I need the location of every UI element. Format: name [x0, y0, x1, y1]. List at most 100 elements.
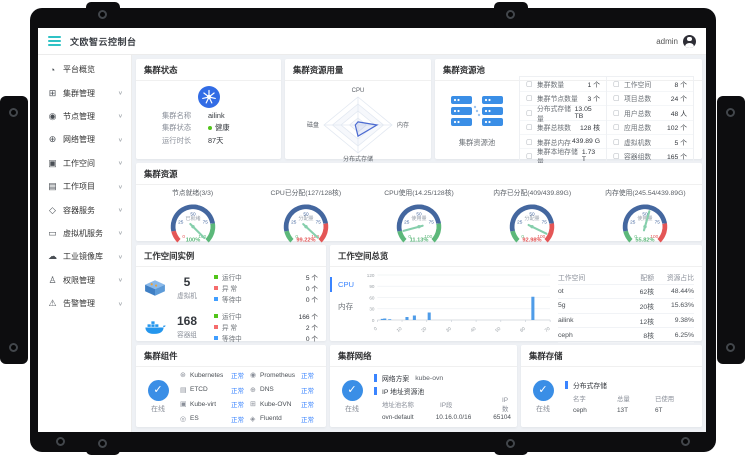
screw-hole — [9, 343, 18, 352]
sidebar-item-vm-svc[interactable]: ▭ 虚拟机服务 ∨ — [38, 222, 131, 245]
svg-text:60: 60 — [519, 326, 526, 334]
kube-ovn-icon: ⊞ — [250, 401, 256, 409]
stat-row: ▢ 工作空间 8 个 — [607, 77, 693, 92]
sidebar-item-workspace[interactable]: ▣ 工作空间 ∨ — [38, 152, 131, 175]
component-dns: ⊕ DNS 正常 — [250, 386, 314, 395]
svg-text:25: 25 — [517, 219, 523, 225]
svg-text:92.98%: 92.98% — [523, 237, 542, 243]
svg-text:25: 25 — [178, 219, 184, 225]
svg-text:99.22%: 99.22% — [296, 237, 315, 243]
stat-icon: ▢ — [613, 81, 620, 89]
stat-icon: ▢ — [526, 152, 533, 160]
sidebar-item-network-mgmt[interactable]: ⊕ 网络管理 ∨ — [38, 128, 131, 151]
screw-hole — [98, 439, 107, 448]
main-content: 集群状态 集群名称 ailink 集群状态 健康 运行时长 87天 集群资源用量 CP… — [132, 55, 706, 432]
svg-text:75: 75 — [202, 219, 208, 225]
mount-flange-right — [717, 96, 745, 364]
svg-text:使用量: 使用量 — [411, 215, 426, 222]
stat-row: ▢ 容器组数 165 个 — [613, 152, 687, 161]
username[interactable]: admin — [656, 36, 678, 46]
workspace-icon: ▣ — [48, 157, 57, 168]
sidebar-item-alert[interactable]: ⚠ 告警管理 ∨ — [38, 292, 131, 315]
sidebar-item-cluster-mgmt[interactable]: ⊞ 集群管理 ∨ — [38, 81, 131, 104]
component-kube-ovn: ⊞ Kube-OVN 正常 — [250, 400, 314, 410]
svg-text:0: 0 — [182, 234, 185, 240]
vm-count: 5 — [183, 275, 191, 289]
svg-text:50: 50 — [416, 211, 422, 217]
stat-row: ▢ 集群总内存 439.89 G — [520, 135, 606, 150]
resource-usage-card: 集群资源用量 CPU 内存 分布式存储 磁盘 — [285, 59, 431, 163]
workspace-overview-card: 工作空间总览 CPU 内存 0 30 60 90 120 0 10 20 30 40 50 60 70 … — [330, 245, 702, 343]
gauge-mem-used: 内存使用(245.54/439.89G) 0 25 50 75 100 使用量 55.82% — [605, 190, 686, 244]
legend-running: 运行中 5 个 — [214, 271, 318, 282]
uptime: 87天 — [208, 135, 224, 145]
gauge-node-ready: 节点就绪(3/3)0255075100已就绪100% — [170, 190, 215, 244]
cluster-resources-card: 集群资源 节点就绪(3/3)0255075100已就绪100% CPU已分配(1… — [136, 163, 702, 244]
distributed-storage-section: 分布式存储 — [565, 380, 696, 390]
svg-text:0: 0 — [372, 318, 375, 323]
dashboard-icon: ◔ — [49, 64, 56, 75]
component-fluentd: ◈ Fluentd 正常 — [250, 415, 314, 424]
svg-text:90: 90 — [369, 284, 374, 289]
sidebar-item-container-svc[interactable]: ◇ 容器服务 ∨ — [38, 198, 131, 221]
ip-pool-table: 地址池名称 IP段 IP数 ovn-default 10.16.0.0/16 65104 — [382, 397, 511, 423]
card-title: 集群资源 — [136, 163, 702, 185]
workspace-bar-chart: 0 30 60 90 120 0 10 20 30 40 50 60 70 — [367, 273, 551, 334]
svg-text:30: 30 — [445, 326, 452, 334]
fluentd-icon: ◈ — [250, 415, 256, 423]
stat-row: ▢ 用户总数 48 人 — [607, 106, 693, 121]
hamburger-menu-icon[interactable] — [48, 36, 61, 46]
dns-icon: ⊕ — [250, 386, 256, 394]
card-title: 集群网络 — [330, 345, 517, 367]
mount-tab-top-right — [494, 2, 528, 28]
chevron-down-icon: ∨ — [117, 114, 123, 120]
table-row: ceph 8核 6.25% — [558, 328, 694, 343]
cluster-icon: ⊞ — [48, 87, 57, 98]
svg-text:75: 75 — [542, 219, 548, 225]
server-cluster-icon — [451, 95, 503, 126]
svg-text:120: 120 — [367, 273, 375, 278]
screw-hole — [98, 10, 107, 19]
chevron-down-icon: ∨ — [117, 90, 123, 97]
field-label: 集群名称 — [162, 110, 192, 120]
tab-memory[interactable]: 内存 — [338, 302, 354, 311]
stat-row: ▢ 集群数量 1 个 — [520, 77, 606, 92]
card-title: 集群组件 — [136, 345, 326, 367]
legend-waiting: 等待中 0 个 — [214, 293, 318, 304]
screw-hole — [56, 437, 65, 446]
svg-text:磁盘: 磁盘 — [307, 121, 319, 129]
docker-icon — [145, 320, 166, 334]
component-es: ◎ ES 正常 — [180, 415, 244, 424]
svg-text:55.82%: 55.82% — [636, 237, 655, 243]
sidebar-item-project[interactable]: ▤ 工作项目 ∨ — [38, 175, 131, 198]
pod-count: 168 — [176, 314, 198, 328]
svg-text:50: 50 — [494, 326, 501, 334]
svg-text:60: 60 — [369, 295, 374, 300]
screw-hole — [726, 343, 735, 352]
sidebar-item-platform-overview[interactable]: ◔ 平台概览 — [38, 58, 131, 81]
stat-icon: ▢ — [526, 138, 533, 146]
svg-text:50: 50 — [303, 211, 309, 217]
check-circle-icon — [532, 380, 554, 401]
kubernetes-icon — [197, 86, 220, 108]
sidebar-item-registry[interactable]: ☁ 工业镜像库 ∨ — [48, 251, 123, 262]
stat-icon: ▢ — [613, 138, 620, 146]
stat-icon: ▢ — [526, 95, 533, 103]
top-bar: 文欧智云控制台 admin — [38, 28, 706, 55]
project-icon: ▤ — [48, 181, 57, 192]
sidebar-item-auth[interactable]: ♙ 权限管理 ∨ — [38, 269, 131, 292]
chevron-down-icon: ∨ — [117, 301, 123, 307]
sidebar-item-node-mgmt[interactable]: ◉ 节点管理 ∨ — [38, 105, 131, 128]
gauge-cpu-used: CPU使用(14.25/128核) 0 25 50 75 100 使用量 11.13% — [384, 190, 454, 244]
user-avatar-icon[interactable] — [683, 34, 696, 48]
svg-text:内存: 内存 — [397, 121, 409, 129]
stat-icon: ▢ — [526, 109, 533, 117]
svg-text:100: 100 — [538, 234, 546, 240]
tab-cpu[interactable]: CPU — [330, 277, 362, 292]
legend-running: 运行中 166 个 — [214, 310, 318, 321]
